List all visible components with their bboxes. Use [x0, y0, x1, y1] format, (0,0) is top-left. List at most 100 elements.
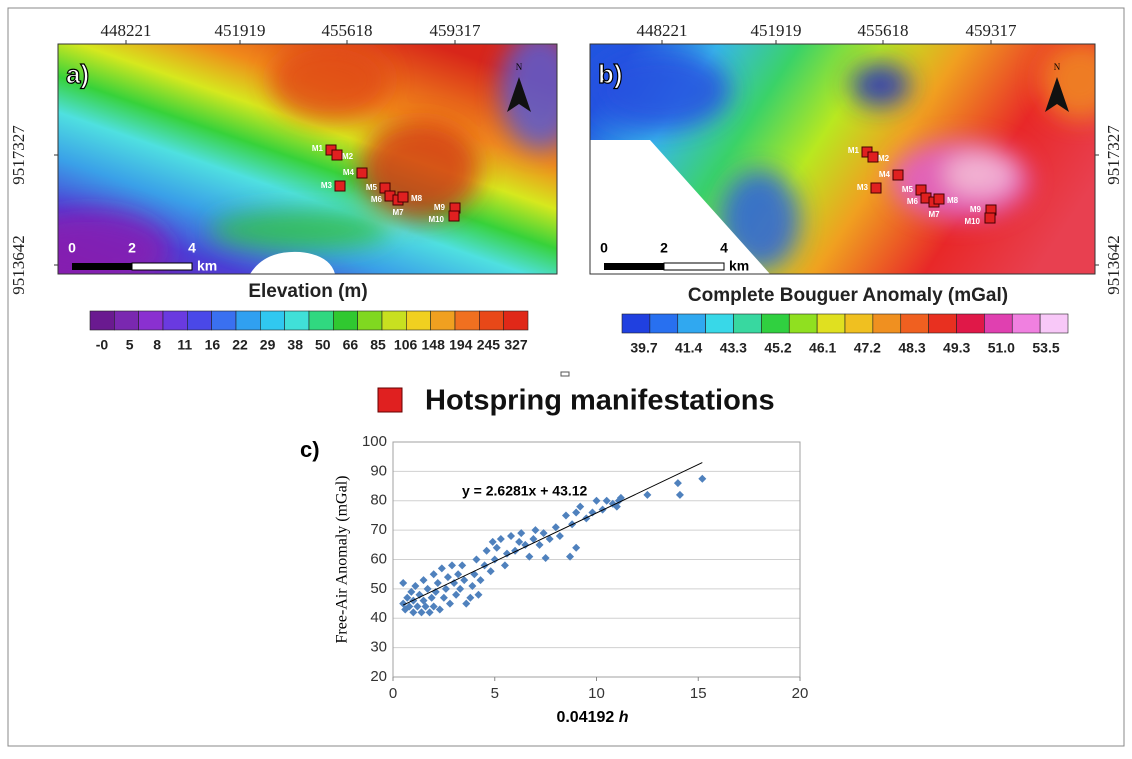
colorbar-cell — [677, 313, 706, 334]
data-point — [407, 587, 416, 596]
data-point — [517, 529, 526, 538]
colorbar-label: 49.3 — [943, 340, 970, 356]
scale-label: 4 — [188, 240, 196, 256]
coord-label: 451919 — [215, 21, 266, 40]
colorbar-label: 29 — [260, 337, 276, 353]
data-point — [409, 608, 418, 617]
data-point — [531, 526, 540, 535]
colorbar-label: 39.7 — [630, 340, 657, 356]
data-point — [445, 599, 454, 608]
colorbar-cell — [705, 313, 734, 334]
scale-bar — [604, 263, 664, 270]
data-point — [421, 602, 430, 611]
data-point — [452, 590, 461, 599]
colorbar-cell — [984, 313, 1013, 334]
colorbar-label: 85 — [370, 337, 386, 353]
colorbar-cell — [733, 313, 762, 334]
data-point — [592, 496, 601, 505]
colorbar-cell — [284, 310, 310, 331]
data-point — [488, 537, 497, 546]
colorbar-label: 51.0 — [988, 340, 1015, 356]
colorbar-cell — [211, 310, 237, 331]
colorbar-cell — [406, 310, 431, 331]
panel-label: c) — [300, 437, 320, 462]
colorbar-label: 46.1 — [809, 340, 836, 356]
coord-label: 9517327 — [9, 125, 28, 185]
data-point — [486, 567, 495, 576]
coord-label: 455618 — [858, 21, 909, 40]
data-point — [441, 584, 450, 593]
data-point — [698, 474, 707, 483]
data-point — [515, 537, 524, 546]
panel-label: a) — [66, 59, 89, 89]
panel-label: b) — [598, 59, 623, 89]
data-point — [411, 581, 420, 590]
colorbar-label: 5 — [126, 337, 134, 353]
data-point — [435, 605, 444, 614]
data-point — [427, 593, 436, 602]
y-tick-label: 80 — [370, 492, 387, 509]
marker-label: M5 — [902, 185, 914, 194]
scale-label: 2 — [128, 240, 136, 256]
y-tick-label: 40 — [370, 609, 387, 626]
colorbar-cell — [89, 310, 115, 331]
data-point — [576, 502, 585, 511]
colorbar-cell — [956, 313, 985, 334]
data-point — [405, 602, 414, 611]
hotspring-marker — [448, 210, 460, 222]
data-point — [602, 496, 611, 505]
x-axis-label: 0.04192 h — [556, 709, 628, 726]
marker-label: M2 — [878, 154, 890, 163]
marker-label: M2 — [342, 152, 354, 161]
coord-label: 455618 — [322, 21, 373, 40]
colorbar-cell — [162, 310, 188, 331]
colorbar-cell — [430, 310, 456, 331]
colorbar-label: -0 — [96, 337, 109, 353]
data-point — [476, 576, 485, 585]
scale-label: 4 — [720, 240, 728, 256]
north-label: N — [1054, 62, 1061, 72]
colorbar-cell — [235, 310, 261, 331]
map-border — [57, 43, 558, 275]
y-tick-label: 100 — [362, 433, 387, 450]
y-axis-label: Free-Air Anomaly (mGal) — [334, 476, 351, 644]
data-point — [429, 602, 438, 611]
marker-label: M10 — [964, 217, 980, 226]
data-point — [507, 532, 516, 540]
colorbar-label: 245 — [477, 337, 501, 353]
data-point — [572, 543, 581, 552]
data-point — [529, 534, 538, 543]
coord-label: 9513642 — [1104, 235, 1123, 295]
colorbar-cell — [479, 310, 504, 331]
data-point — [673, 479, 682, 488]
colorbar-label: 22 — [232, 337, 248, 353]
data-point — [675, 490, 684, 499]
data-point — [541, 554, 550, 563]
marker-label: M9 — [434, 203, 446, 212]
colorbar-label: 327 — [504, 337, 528, 353]
colorbar-cell — [872, 313, 902, 334]
marker-label: M1 — [848, 146, 860, 155]
y-tick-label: 30 — [370, 639, 387, 656]
colorbar-label: 194 — [449, 337, 473, 353]
marker-label: M6 — [907, 197, 919, 206]
data-point — [413, 602, 422, 611]
marker-label: M8 — [411, 194, 423, 203]
colorbar-cell — [788, 313, 818, 334]
data-point — [535, 540, 544, 549]
scale-label: 0 — [600, 240, 608, 256]
scale-unit: km — [197, 258, 217, 274]
colorbar-label: 43.3 — [720, 340, 747, 356]
x-tick-label: 15 — [690, 685, 707, 702]
north-arrow — [507, 77, 531, 112]
data-point — [511, 546, 520, 555]
map-title: Elevation (m) — [248, 281, 367, 302]
coord-label: 451919 — [751, 21, 802, 40]
coord-label: 9513642 — [9, 235, 28, 295]
y-tick-label: 90 — [370, 462, 387, 479]
y-tick-label: 60 — [370, 550, 387, 567]
colorbar-label: 106 — [394, 337, 418, 353]
data-point — [561, 511, 570, 520]
data-point — [399, 579, 408, 587]
